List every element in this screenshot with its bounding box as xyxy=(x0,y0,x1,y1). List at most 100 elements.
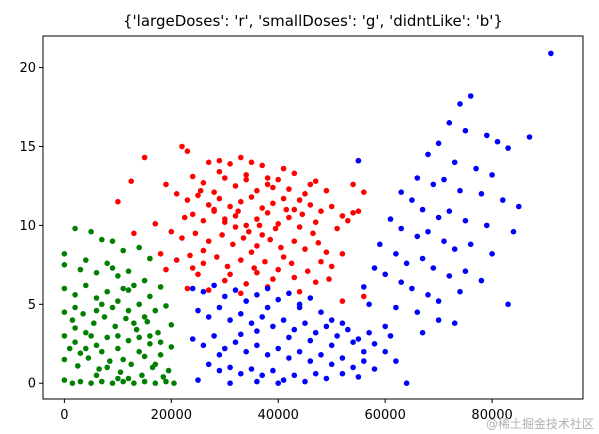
data-point-s2-9 xyxy=(435,140,442,147)
data-point-s0-110 xyxy=(200,247,207,254)
y-tick-label: 0 xyxy=(28,377,36,392)
data-point-s2-92 xyxy=(211,333,217,339)
data-point-s2-61 xyxy=(189,285,196,292)
data-point-s2-62 xyxy=(200,288,207,295)
data-point-s2-144 xyxy=(366,301,372,308)
data-point-s1-7 xyxy=(147,255,153,262)
data-point-s2-79 xyxy=(259,314,266,320)
data-point-s0-117 xyxy=(291,274,298,281)
x-tick-label: 60000 xyxy=(364,408,405,423)
data-point-s0-125 xyxy=(181,214,188,221)
data-point-s2-78 xyxy=(248,320,255,327)
data-point-s0-77 xyxy=(187,252,193,259)
data-point-s2-59 xyxy=(387,333,394,339)
data-point-s2-46 xyxy=(371,265,378,271)
data-point-s1-64 xyxy=(120,378,126,385)
data-point-s1-4 xyxy=(109,238,116,244)
data-point-s2-31 xyxy=(398,225,405,232)
data-point-s2-77 xyxy=(238,311,244,317)
data-point-s2-0 xyxy=(548,50,554,57)
data-point-s0-122 xyxy=(339,251,346,257)
data-point-s0-109 xyxy=(296,197,303,203)
data-point-s1-53 xyxy=(117,369,124,376)
data-point-s1-66 xyxy=(141,378,148,385)
data-point-s2-96 xyxy=(254,342,260,349)
data-point-s0-1 xyxy=(184,148,191,154)
data-point-s0-130 xyxy=(307,181,314,188)
data-point-s0-70 xyxy=(291,238,298,244)
data-point-s2-136 xyxy=(216,352,223,358)
data-point-s1-82 xyxy=(141,353,148,360)
data-point-s2-18 xyxy=(457,187,463,194)
data-point-s1-50 xyxy=(85,355,92,361)
data-point-s1-41 xyxy=(104,334,110,341)
data-point-s2-85 xyxy=(323,323,330,330)
data-point-s0-60 xyxy=(168,228,175,235)
data-point-s1-72 xyxy=(131,282,137,289)
data-point-s0-12 xyxy=(312,178,319,184)
data-point-s1-89 xyxy=(120,285,126,292)
data-point-s0-38 xyxy=(291,206,298,213)
data-point-s1-26 xyxy=(61,309,68,316)
data-point-s0-63 xyxy=(205,238,212,244)
data-point-s0-20 xyxy=(264,181,271,188)
data-point-s0-57 xyxy=(334,225,340,232)
data-point-s0-114 xyxy=(189,265,196,271)
data-point-s2-124 xyxy=(339,370,346,377)
x-tick-label: 0 xyxy=(60,408,68,423)
data-point-s2-91 xyxy=(200,342,207,349)
data-point-s1-19 xyxy=(93,295,100,301)
data-point-s1-46 xyxy=(157,352,164,358)
data-point-s0-62 xyxy=(192,230,199,237)
data-point-s1-34 xyxy=(144,318,151,325)
data-point-s0-83 xyxy=(262,258,268,265)
data-point-s1-58 xyxy=(61,377,68,383)
data-point-s1-99 xyxy=(141,314,148,320)
data-point-s0-32 xyxy=(227,203,233,210)
data-point-s0-128 xyxy=(243,172,249,178)
data-point-s1-11 xyxy=(104,260,110,267)
data-point-s0-49 xyxy=(232,213,239,219)
data-point-s2-5 xyxy=(462,127,469,134)
data-point-s1-63 xyxy=(109,380,116,387)
data-point-s0-58 xyxy=(345,217,351,224)
data-point-s2-139 xyxy=(307,337,314,344)
data-point-s2-73 xyxy=(195,307,201,314)
data-point-s0-0 xyxy=(179,143,185,150)
data-point-s0-41 xyxy=(328,203,335,210)
data-point-s2-70 xyxy=(286,290,292,297)
data-point-s0-61 xyxy=(179,235,185,241)
data-point-s1-81 xyxy=(120,356,126,363)
data-point-s2-19 xyxy=(478,191,485,197)
data-point-s0-65 xyxy=(230,241,236,248)
data-point-s2-143 xyxy=(393,304,399,311)
data-point-s2-50 xyxy=(425,292,431,298)
data-point-s1-6 xyxy=(136,244,142,251)
data-point-s1-17 xyxy=(72,292,78,298)
data-point-s0-112 xyxy=(259,232,266,238)
data-point-s0-113 xyxy=(280,254,287,260)
data-point-s2-30 xyxy=(387,216,394,222)
data-point-s0-74 xyxy=(131,230,137,237)
data-point-s1-48 xyxy=(61,356,68,363)
data-point-s2-127 xyxy=(393,358,399,364)
data-point-s0-44 xyxy=(115,198,121,205)
data-point-s1-59 xyxy=(69,380,76,387)
data-point-s1-93 xyxy=(104,364,110,371)
data-point-s0-132 xyxy=(254,269,260,276)
data-point-s1-86 xyxy=(147,333,153,339)
data-point-s1-36 xyxy=(168,322,175,328)
data-point-s0-84 xyxy=(275,266,282,273)
data-point-s1-80 xyxy=(99,348,105,355)
data-point-s2-41 xyxy=(419,255,426,262)
data-point-s0-42 xyxy=(339,213,346,219)
data-point-s2-104 xyxy=(339,355,346,361)
data-point-s0-67 xyxy=(254,243,260,249)
data-point-s1-13 xyxy=(125,268,132,275)
data-point-s0-104 xyxy=(299,211,306,218)
data-point-s0-59 xyxy=(152,221,159,227)
data-point-s2-8 xyxy=(505,145,511,151)
data-point-s0-25 xyxy=(350,181,356,188)
data-point-s2-65 xyxy=(232,287,239,293)
data-point-s1-74 xyxy=(72,304,78,311)
